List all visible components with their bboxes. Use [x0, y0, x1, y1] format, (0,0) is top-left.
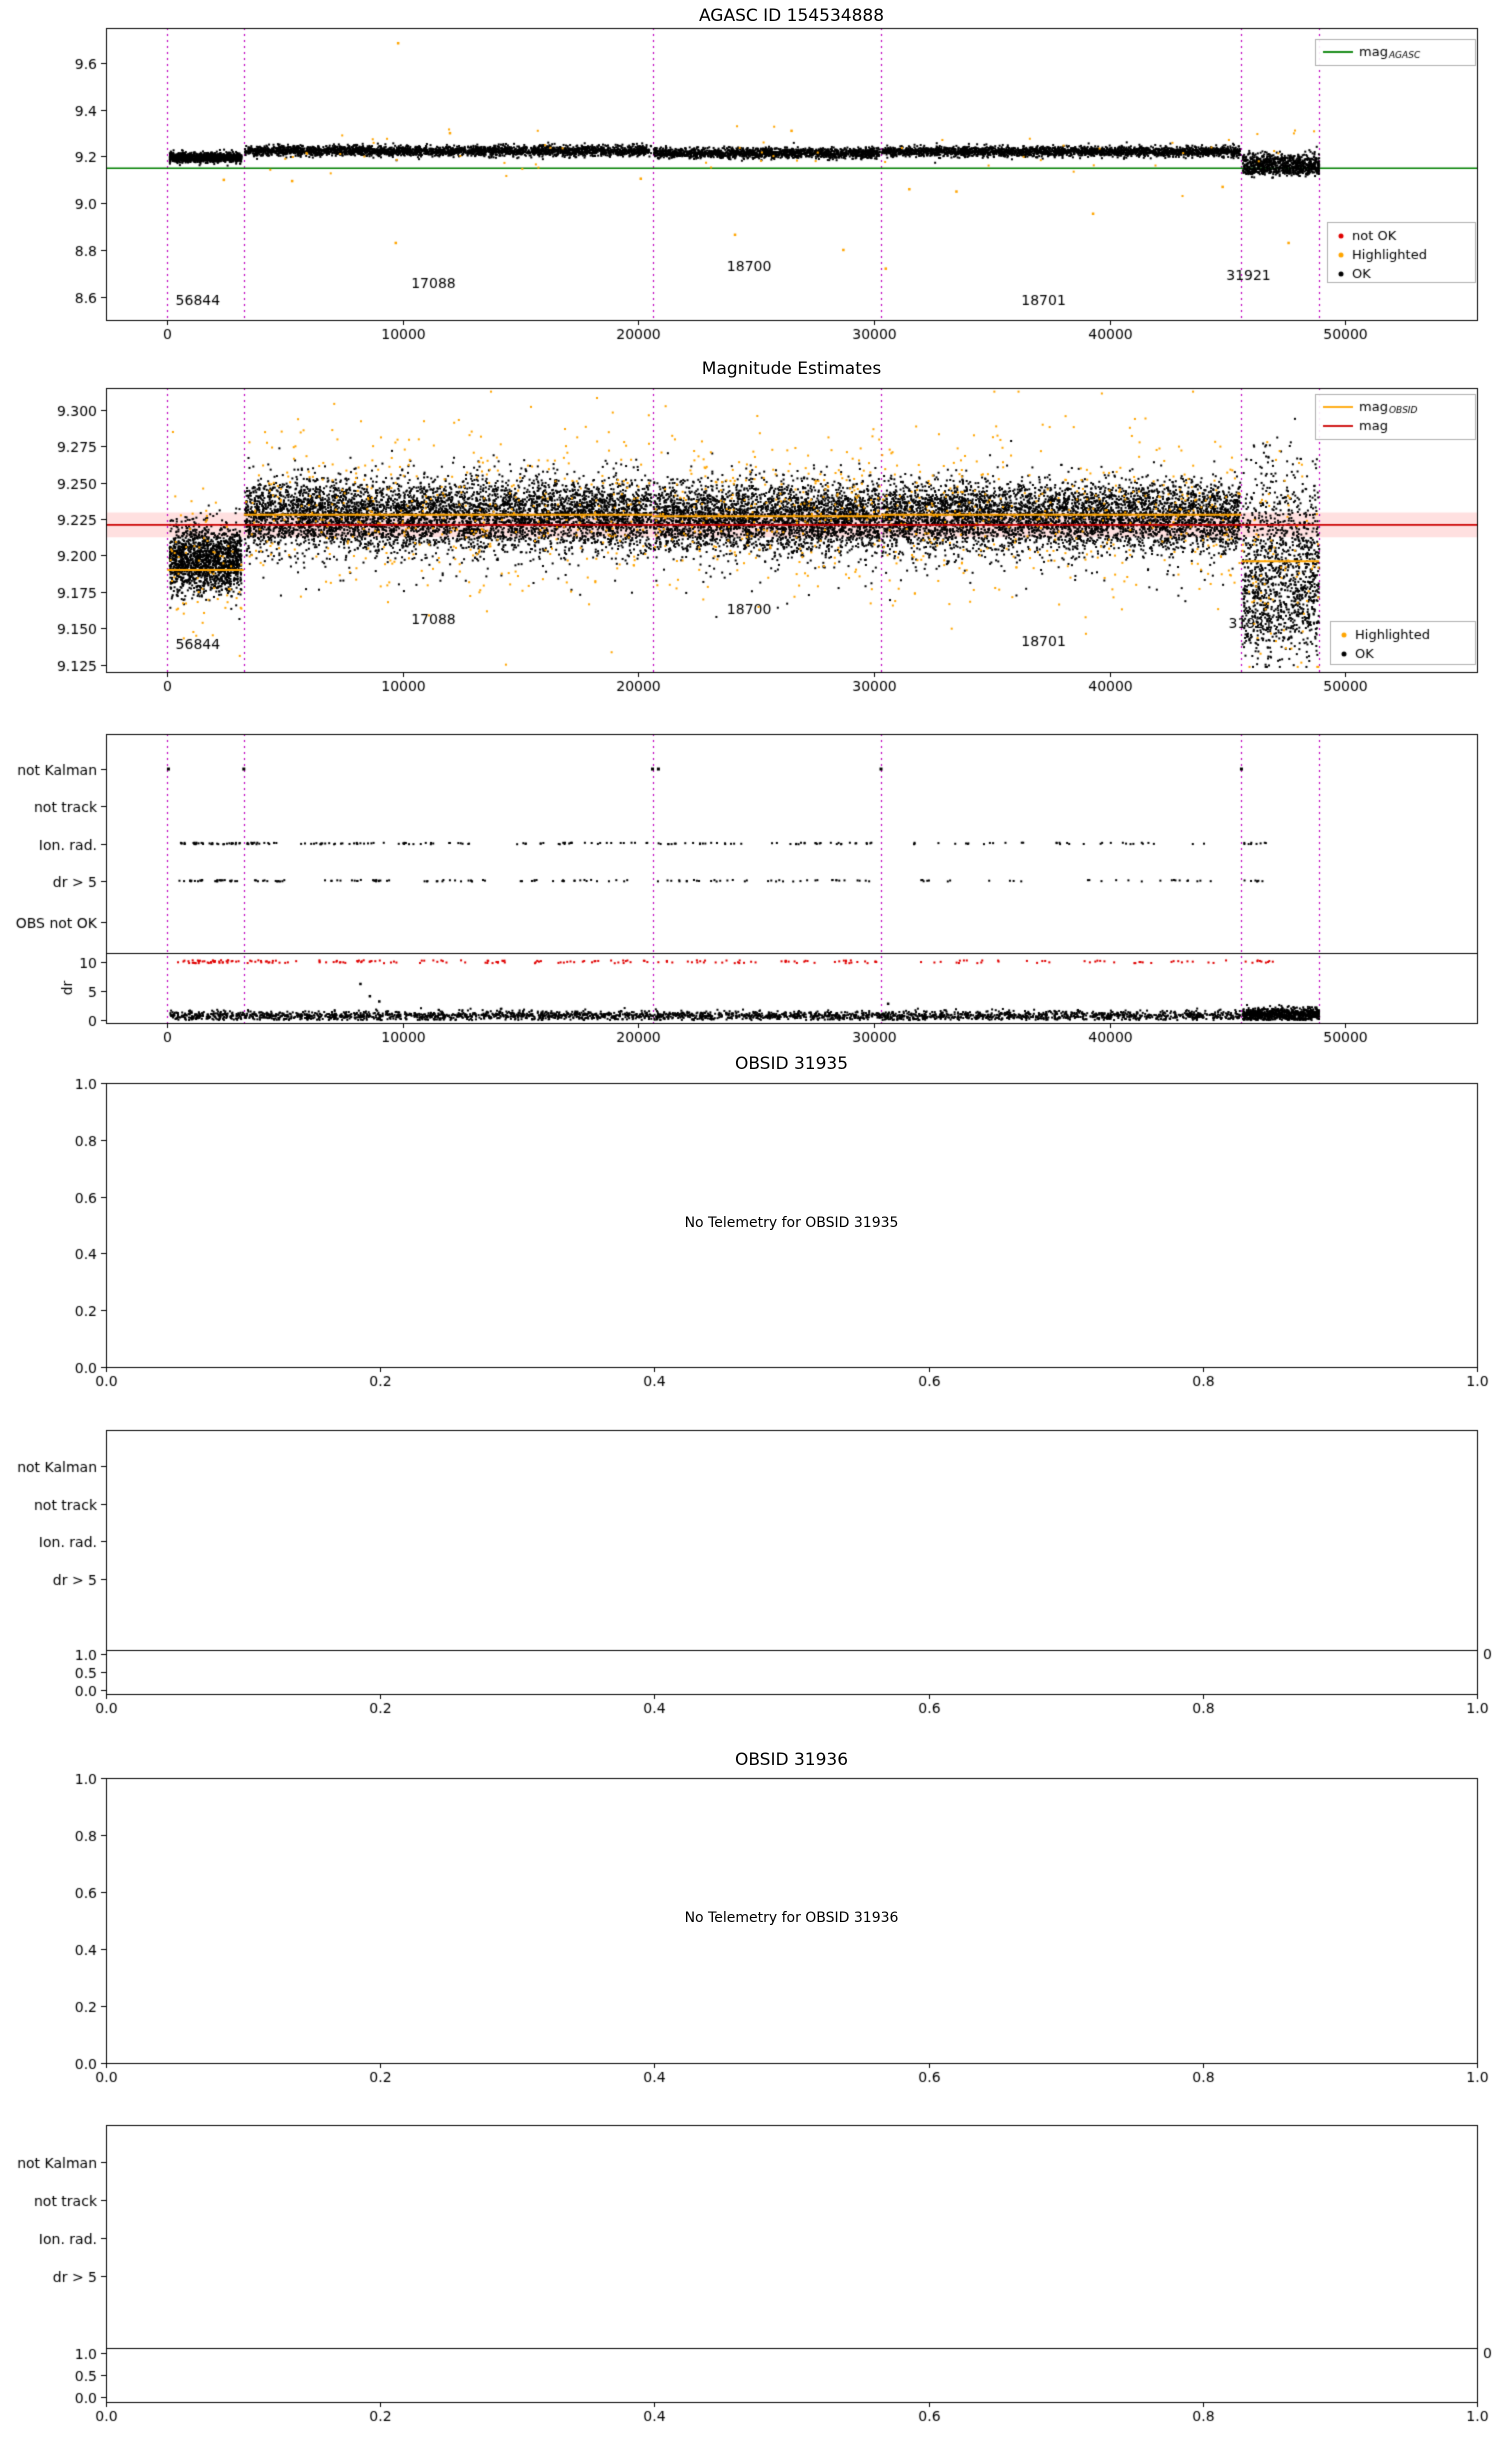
- panel6-no-telemetry-message: No Telemetry for OBSID 31936: [684, 1910, 899, 1926]
- panel4-no-telemetry-message: No Telemetry for OBSID 31935: [684, 1215, 899, 1231]
- panel1-title: AGASC ID 154534888: [698, 6, 885, 26]
- panel4-title: OBSID 31935: [734, 1054, 849, 1074]
- panel2-title: Magnitude Estimates: [701, 359, 882, 379]
- panel6-title: OBSID 31936: [734, 1750, 849, 1770]
